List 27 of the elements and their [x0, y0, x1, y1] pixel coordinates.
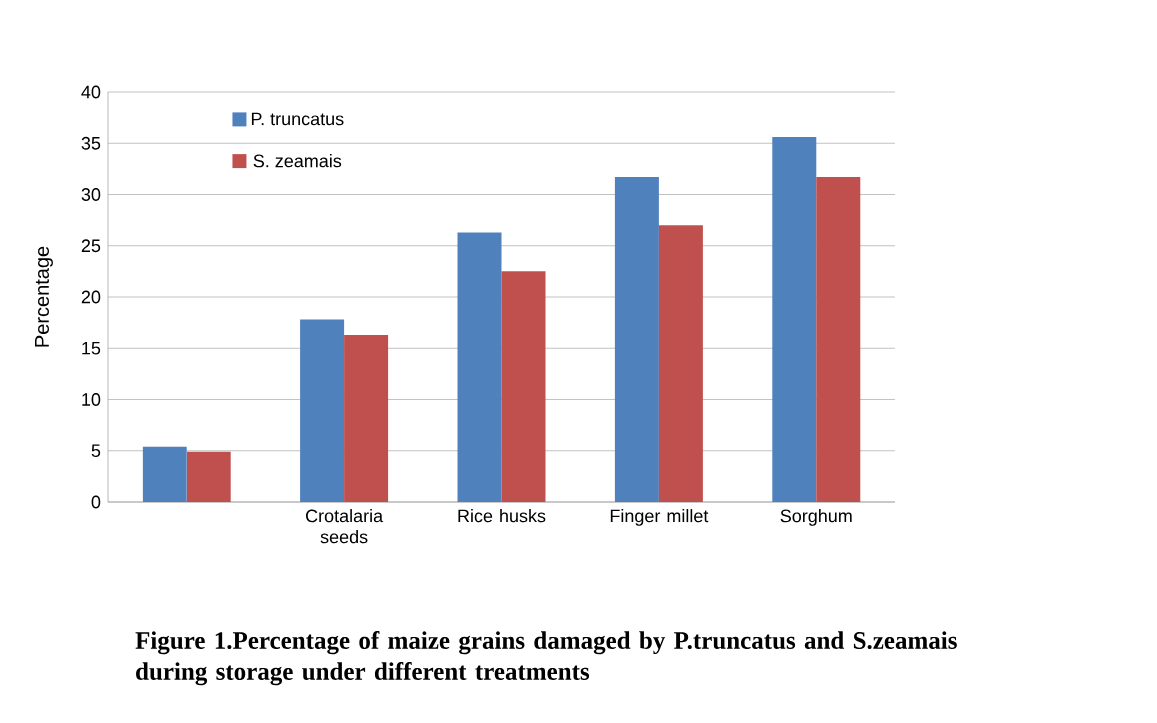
- bar: [300, 319, 345, 502]
- y-tick-label: 0: [91, 495, 101, 509]
- y-axis-title: Percentage: [35, 246, 53, 347]
- legend-label: P. truncatus: [251, 112, 344, 126]
- y-tick-label: 5: [91, 444, 101, 458]
- text: Figure 1.Percentage of maize grains damaged by P.truncatus and S.zeamais during storage under different treatments: [135, 631, 957, 686]
- x-tick-label: Sorghum: [780, 509, 852, 526]
- bar: [142, 446, 187, 502]
- y-tick-label: 30: [81, 188, 101, 201]
- y-tick-label: 20: [81, 290, 101, 304]
- bar: [344, 334, 389, 502]
- bar: [816, 177, 861, 502]
- bar: [772, 137, 817, 502]
- legend-label: S. zeamais: [253, 154, 342, 168]
- x-tick-label: Rice husks: [458, 509, 546, 523]
- y-tick-label: 25: [81, 239, 101, 253]
- bar: [658, 225, 703, 502]
- bar: [614, 177, 659, 502]
- x-tick-label: Crotalaria seeds: [306, 509, 384, 544]
- y-tick-label: 35: [81, 136, 101, 150]
- bar: [501, 271, 546, 502]
- bar: [457, 232, 502, 502]
- bar: [186, 451, 231, 502]
- y-tick-label: 10: [82, 393, 101, 406]
- y-tick-label: 15: [82, 341, 101, 355]
- x-tick-label: Finger millet: [610, 509, 709, 526]
- y-tick-label: 40: [81, 85, 101, 99]
